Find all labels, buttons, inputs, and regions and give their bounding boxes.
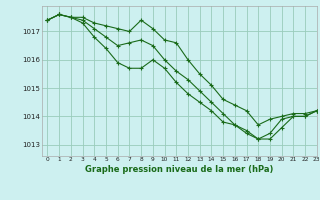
X-axis label: Graphe pression niveau de la mer (hPa): Graphe pression niveau de la mer (hPa) [85,165,273,174]
